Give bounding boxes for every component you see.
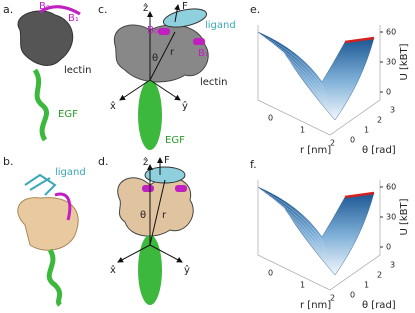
r-tick-label: 0	[268, 269, 273, 278]
label: ŷ	[182, 100, 188, 112]
label: lectin	[200, 77, 227, 88]
r-tick-label: 2	[330, 294, 335, 303]
mesh-line	[266, 193, 327, 250]
surface	[257, 31, 375, 121]
ligand-shape	[162, 8, 208, 28]
mesh-line	[262, 35, 325, 89]
theta-tick-label: 1	[364, 281, 369, 290]
theta-tick-label: 1	[364, 126, 369, 135]
r-tick-label: 2	[330, 139, 335, 148]
edge	[344, 191, 375, 199]
mesh-line	[279, 203, 333, 269]
label: r	[162, 210, 167, 221]
r-axis-label: r [nm]	[300, 145, 331, 156]
mesh-line	[266, 38, 327, 95]
label: F	[182, 1, 188, 12]
ligand-sticks	[24, 173, 57, 196]
egf-shape	[138, 235, 162, 305]
mesh-line	[275, 200, 331, 263]
label: ẑ	[143, 156, 148, 168]
theta-axis-label: θ [rad]	[362, 145, 396, 156]
b0-pad	[158, 28, 170, 35]
egf-ribbon	[46, 248, 63, 307]
panel-d: d. ẑ F θ r x̂ ŷ	[98, 155, 194, 305]
u-tick-label: 60	[386, 28, 396, 37]
label: F	[164, 155, 170, 166]
lectin-shape	[117, 177, 194, 237]
panel-a: a. B₀ B₁ lectin EGF	[3, 1, 91, 142]
u-tick-label: 0	[386, 88, 391, 97]
r-tick-label: 1	[300, 126, 305, 135]
b1-pad	[193, 38, 205, 45]
egf-ribbon	[32, 68, 50, 142]
edge	[344, 36, 375, 44]
theta-tick-label: 3	[390, 261, 395, 270]
label: θ	[152, 53, 158, 64]
label: ligand	[205, 20, 236, 31]
label: x̂	[110, 264, 116, 276]
x-axis	[119, 79, 151, 101]
label: θ	[140, 210, 146, 221]
label: B₁	[198, 48, 209, 59]
u-axis-label: U [kBT]	[399, 43, 410, 80]
y-axis	[149, 244, 183, 263]
panel-c: c. ẑ F ligand B₀ B₁ θ r x̂ ŷ lectin EGF	[98, 1, 236, 150]
label: r	[170, 47, 175, 58]
theta-axis-label: θ [rad]	[362, 300, 396, 311]
panel-label: b.	[3, 155, 13, 168]
mesh-line	[279, 48, 333, 114]
label: ẑ	[143, 2, 148, 14]
label: B₁	[68, 13, 79, 24]
label: B₀	[147, 25, 158, 36]
b-loop	[39, 5, 81, 16]
label: B₀	[39, 1, 50, 12]
r-tick-label: 0	[268, 114, 273, 123]
panel-label: f.	[250, 158, 257, 171]
label: EGF	[58, 109, 78, 120]
lectin-ribbon	[17, 10, 74, 66]
r-vector	[149, 179, 166, 246]
mesh-line	[262, 190, 325, 244]
theta-tick-label: 0	[350, 291, 355, 300]
theta-tick-label: 3	[390, 106, 395, 115]
mesh-line	[275, 45, 331, 108]
label: EGF	[165, 135, 185, 146]
panel-b: b. ligand	[3, 155, 86, 307]
u-axis-label: U [kBT]	[399, 198, 410, 235]
egf-shape	[138, 80, 162, 150]
x-axis	[117, 244, 151, 263]
u-tick-label: 60	[386, 183, 396, 192]
label: lectin	[64, 65, 91, 76]
label: ŷ	[184, 264, 190, 276]
ligand-shape	[144, 166, 186, 184]
panel-label: e.	[250, 3, 260, 16]
u-tick-label: 30	[386, 58, 396, 67]
y-axis	[149, 79, 181, 101]
r-vector	[149, 31, 176, 81]
b1-pad	[175, 185, 187, 192]
label: ligand	[55, 167, 86, 178]
label: x̂	[110, 100, 116, 112]
panel-label: a.	[3, 3, 13, 16]
r-tick-label: 1	[300, 281, 305, 290]
lectin-shape	[113, 24, 209, 83]
surface	[257, 186, 375, 276]
r-axis-label: r [nm]	[300, 300, 331, 311]
panel-label: c.	[98, 3, 108, 16]
u-tick-label: 0	[386, 243, 391, 252]
b-loop	[54, 192, 72, 221]
b0-pad	[142, 185, 154, 192]
theta-tick-label: 0	[350, 136, 355, 145]
panel-label: d.	[98, 155, 108, 168]
u-tick-label: 30	[386, 213, 396, 222]
theta-tick-label: 2	[377, 271, 382, 280]
theta-tick-label: 2	[377, 116, 382, 125]
force-arrow	[174, 4, 181, 23]
